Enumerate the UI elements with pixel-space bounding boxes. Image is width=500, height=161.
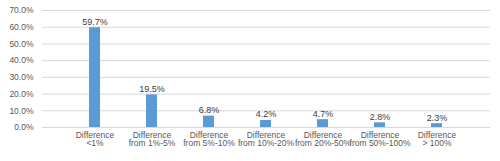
svg-text:59.7%: 59.7% bbox=[82, 17, 108, 27]
svg-text:60.0%: 60.0% bbox=[9, 22, 34, 32]
svg-text:19.5%: 19.5% bbox=[139, 84, 165, 94]
svg-text:Differencefrom 10%-20%: Differencefrom 10%-20% bbox=[238, 130, 295, 149]
svg-text:4.7%: 4.7% bbox=[313, 109, 334, 119]
svg-text:4.2%: 4.2% bbox=[256, 109, 277, 119]
svg-text:Differencefrom 1%-5%: Differencefrom 1%-5% bbox=[129, 130, 176, 149]
svg-text:50.0%: 50.0% bbox=[9, 39, 34, 49]
svg-text:2.3%: 2.3% bbox=[427, 113, 448, 123]
svg-text:Difference> 100%: Difference> 100% bbox=[418, 130, 457, 149]
svg-text:0.0%: 0.0% bbox=[14, 122, 34, 132]
svg-text:70.0%: 70.0% bbox=[9, 5, 34, 15]
svg-text:Difference<1%: Difference<1% bbox=[76, 130, 115, 149]
svg-text:6.8%: 6.8% bbox=[199, 105, 220, 115]
svg-text:30.0%: 30.0% bbox=[9, 72, 34, 82]
svg-text:20.0%: 20.0% bbox=[9, 89, 34, 99]
svg-text:2.8%: 2.8% bbox=[370, 112, 391, 122]
svg-text:Differencefrom 20%-50%: Differencefrom 20%-50% bbox=[295, 130, 352, 149]
svg-text:Differencefrom 5%-10%: Differencefrom 5%-10% bbox=[183, 130, 235, 149]
svg-text:Differencefrom 50%-100%: Differencefrom 50%-100% bbox=[350, 130, 411, 149]
svg-text:10.0%: 10.0% bbox=[9, 106, 34, 116]
svg-text:40.0%: 40.0% bbox=[9, 55, 34, 65]
